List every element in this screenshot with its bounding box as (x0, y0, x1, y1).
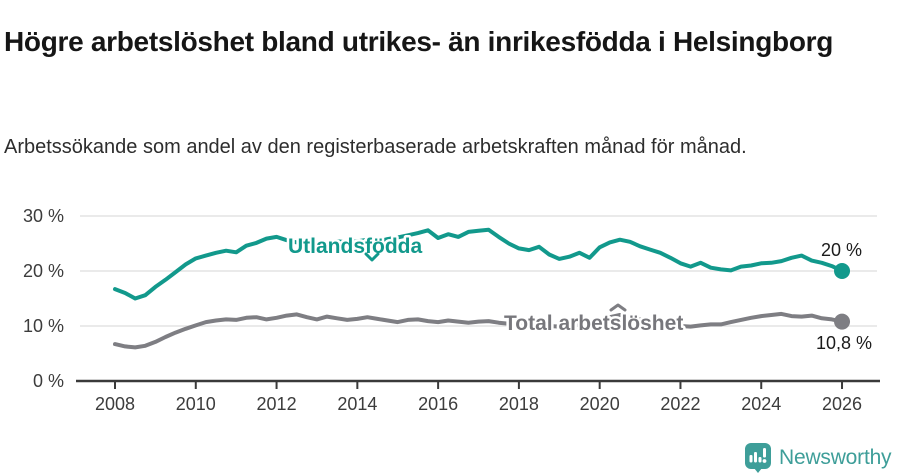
gridlines (80, 215, 877, 327)
chevron-up-icon (609, 303, 627, 312)
newsworthy-logo: Newsworthy (744, 442, 892, 473)
x-tick-label: 2022 (660, 394, 700, 414)
end-value-label-total: 10,8 % (816, 333, 872, 353)
x-tick-label: 2014 (337, 394, 377, 414)
x-tick-label: 2010 (176, 394, 216, 414)
y-tick-label: 0 % (33, 371, 64, 391)
x-tick-label: 2020 (580, 394, 620, 414)
line-series-1 (113, 311, 844, 350)
x-axis-labels: 2008 2010 2012 2014 2016 2018 2020 2022 2024 2026 (95, 394, 862, 414)
chart-subtitle: Arbetssökande som andel av den registerb… (4, 136, 747, 158)
series-lines (113, 227, 851, 350)
x-tick-label: 2012 (257, 394, 297, 414)
series-label-utlandsfodda: Utlandsfödda (288, 235, 422, 258)
y-tick-label: 10 % (23, 316, 64, 336)
y-tick-label: 20 % (23, 261, 64, 281)
latest-point-series-1 (834, 313, 851, 330)
y-tick-label: 30 % (23, 206, 64, 226)
line-series-0 (113, 227, 844, 301)
page-title: Högre arbetslöshet bland utrikes- än inr… (4, 25, 834, 57)
y-axis-labels: 0 % 10 % 20 % 30 % (23, 206, 64, 391)
chevron-down-icon (364, 252, 380, 262)
x-tick-label: 2018 (499, 394, 539, 414)
end-value-label-utlandsfodda: 20 % (821, 240, 862, 260)
latest-point-series-0 (834, 263, 851, 279)
x-tick-label: 2016 (418, 394, 458, 414)
x-tick-label: 2024 (741, 394, 781, 414)
x-axis (76, 379, 880, 389)
brand-name: Newsworthy (779, 445, 892, 469)
x-tick-label: 2026 (822, 394, 862, 414)
x-tick-label: 2008 (95, 394, 135, 414)
newsworthy-bubble-chart-icon (745, 443, 771, 473)
series-label-total-arbetsloshet: Total arbetslöshet (504, 312, 683, 335)
